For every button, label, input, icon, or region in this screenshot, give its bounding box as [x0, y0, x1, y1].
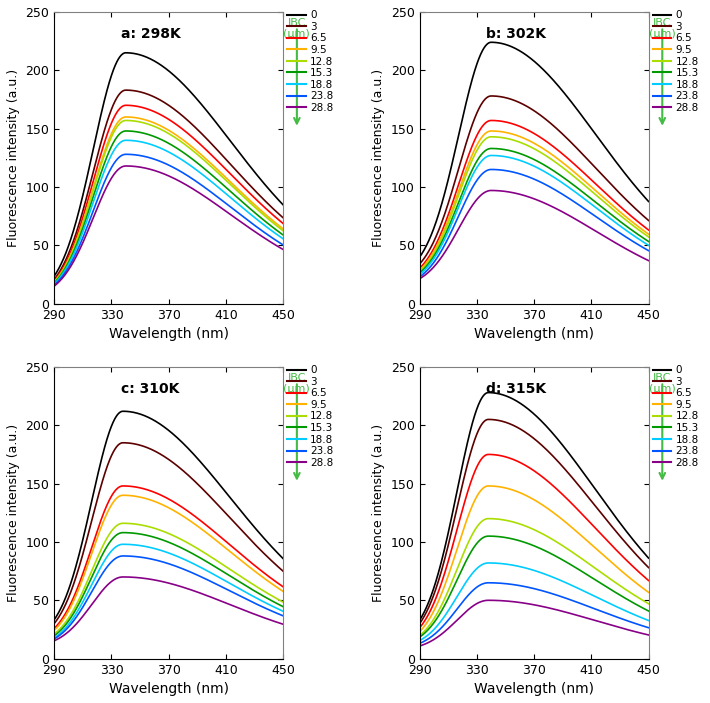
Y-axis label: Fluorescence intensity (a.u.): Fluorescence intensity (a.u.)	[372, 69, 386, 247]
Text: IBC
(μm): IBC (μm)	[283, 18, 310, 39]
Y-axis label: Fluorescence intensity (a.u.): Fluorescence intensity (a.u.)	[7, 424, 20, 602]
Y-axis label: Fluorescence intensity (a.u.): Fluorescence intensity (a.u.)	[372, 424, 386, 602]
Legend: 0, 3, 6.5, 9.5, 12.8, 15.3, 18.8, 23.8, 28.8: 0, 3, 6.5, 9.5, 12.8, 15.3, 18.8, 23.8, …	[283, 361, 338, 472]
Text: d: 315K: d: 315K	[486, 382, 546, 396]
Text: b: 302K: b: 302K	[486, 27, 546, 41]
Text: a: 298K: a: 298K	[121, 27, 180, 41]
Text: IBC
(μm): IBC (μm)	[649, 373, 676, 394]
Y-axis label: Fluorescence intensity (a.u.): Fluorescence intensity (a.u.)	[7, 69, 20, 247]
X-axis label: Wavelength (nm): Wavelength (nm)	[109, 327, 229, 341]
X-axis label: Wavelength (nm): Wavelength (nm)	[474, 682, 594, 696]
Legend: 0, 3, 6.5, 9.5, 12.8, 15.3, 18.8, 23.8, 28.8: 0, 3, 6.5, 9.5, 12.8, 15.3, 18.8, 23.8, …	[648, 361, 703, 472]
Text: IBC
(μm): IBC (μm)	[283, 373, 310, 394]
X-axis label: Wavelength (nm): Wavelength (nm)	[109, 682, 229, 696]
Text: c: 310K: c: 310K	[121, 382, 180, 396]
Legend: 0, 3, 6.5, 9.5, 12.8, 15.3, 18.8, 23.8, 28.8: 0, 3, 6.5, 9.5, 12.8, 15.3, 18.8, 23.8, …	[648, 6, 703, 117]
X-axis label: Wavelength (nm): Wavelength (nm)	[474, 327, 594, 341]
Legend: 0, 3, 6.5, 9.5, 12.8, 15.3, 18.8, 23.8, 28.8: 0, 3, 6.5, 9.5, 12.8, 15.3, 18.8, 23.8, …	[283, 6, 338, 117]
Text: IBC
(μm): IBC (μm)	[649, 18, 676, 39]
